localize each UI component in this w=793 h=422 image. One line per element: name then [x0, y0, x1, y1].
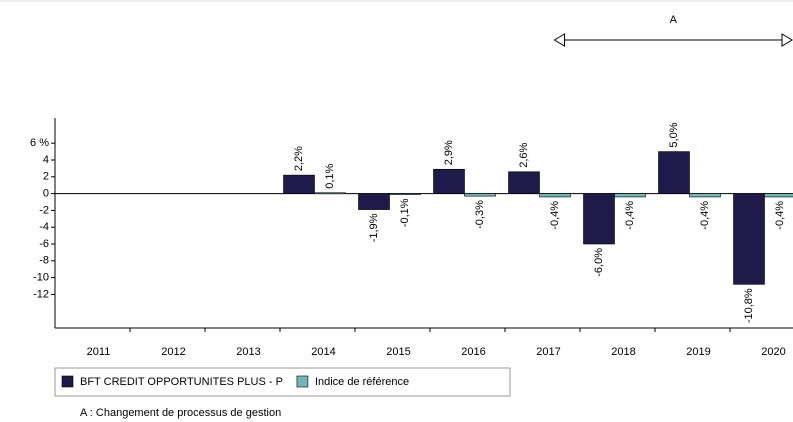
- value-label: -0,4%: [624, 201, 636, 230]
- bar: [389, 193, 421, 195]
- value-label: 2,6%: [518, 142, 530, 167]
- x-tick-label: 2014: [311, 346, 335, 358]
- value-label: -6,0%: [593, 248, 605, 277]
- value-label: -1,9%: [368, 213, 380, 242]
- y-tick-label: -6: [39, 238, 49, 250]
- y-tick-label: 6 %: [30, 137, 49, 149]
- annotation-label: A: [670, 14, 678, 26]
- bar: [358, 193, 390, 210]
- value-label: -0,3%: [474, 200, 486, 229]
- y-tick-label: -10: [33, 272, 49, 284]
- value-label: 0,1%: [324, 163, 336, 188]
- x-tick-label: 2020: [761, 346, 785, 358]
- legend-box: [54, 367, 511, 397]
- x-tick-label: 2016: [461, 346, 485, 358]
- legend-label: BFT CREDIT OPPORTUNITES PLUS - P: [80, 376, 283, 388]
- bar: [314, 192, 346, 195]
- arrow-head: [553, 33, 565, 47]
- value-label: 2,9%: [443, 140, 455, 165]
- x-tick-label: 2019: [686, 346, 710, 358]
- legend-swatch: [61, 375, 74, 388]
- y-tick-label: 0: [43, 188, 49, 200]
- bar: [433, 168, 465, 194]
- y-tick-label: -12: [33, 288, 49, 300]
- bar: [508, 171, 540, 194]
- footnote: A : Changement de processus de gestion: [80, 407, 281, 419]
- bar: [733, 193, 765, 285]
- bar: [658, 151, 690, 194]
- bar: [583, 193, 615, 245]
- x-tick-label: 2012: [161, 346, 185, 358]
- y-tick-label: 2: [43, 171, 49, 183]
- x-tick-label: 2011: [87, 346, 111, 358]
- value-label: -0,4%: [699, 201, 711, 230]
- y-tick-label: 4: [43, 154, 49, 166]
- bar: [539, 193, 571, 198]
- x-tick-label: 2018: [611, 346, 635, 358]
- x-tick-label: 2017: [536, 346, 560, 358]
- bar: [689, 193, 721, 198]
- bar: [283, 174, 315, 194]
- arrow-head: [781, 33, 793, 47]
- x-tick-label: 2013: [236, 346, 260, 358]
- y-tick-label: -2: [39, 204, 49, 216]
- legend-label: Indice de référence: [315, 376, 409, 388]
- y-tick-label: -4: [39, 221, 49, 233]
- value-label: -0,1%: [399, 198, 411, 227]
- bar: [464, 193, 496, 197]
- value-label: -10,8%: [743, 288, 755, 323]
- value-label: 5,0%: [668, 122, 680, 147]
- x-tick-label: 2015: [386, 346, 410, 358]
- bar: [614, 193, 646, 198]
- value-label: -0,4%: [774, 201, 786, 230]
- legend-swatch: [296, 375, 309, 388]
- value-label: 2,2%: [293, 146, 305, 171]
- value-label: -0,4%: [549, 201, 561, 230]
- y-tick-label: -8: [39, 255, 49, 267]
- bar: [764, 193, 793, 198]
